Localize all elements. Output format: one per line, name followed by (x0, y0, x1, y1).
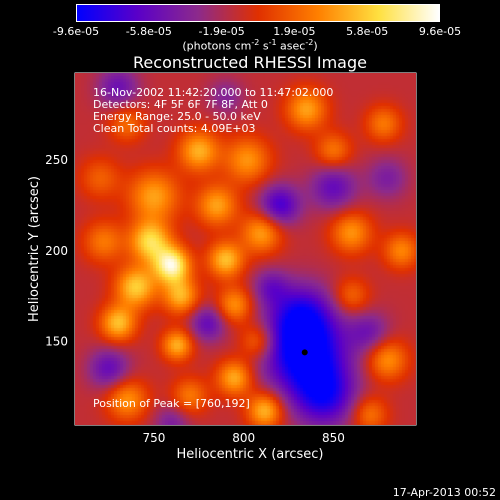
heatmap-image (75, 73, 416, 425)
x-tick-label: 850 (322, 431, 345, 445)
units-exp: -2 (251, 38, 260, 47)
units-exp: -1 (268, 38, 277, 47)
x-tick-label: 800 (232, 431, 255, 445)
colorbar-tick-label: -9.6e-05 (52, 25, 100, 38)
colorbar-units: (photons cm-2 s-1 asec-2) (182, 38, 317, 53)
y-tick-label: 150 (45, 335, 68, 349)
colorbar-tick-label: 5.8e-05 (346, 25, 389, 38)
info-peak-position: Position of Peak = [760,192] (93, 397, 250, 410)
footer-timestamp: 17-Apr-2013 00:52 (392, 486, 496, 499)
y-tick-label: 250 (45, 153, 68, 167)
colorbar-tick-label: -1.9e-05 (198, 25, 245, 38)
x-axis-label: Heliocentric X (arcsec) (177, 447, 324, 462)
info-energy-range: Energy Range: 25.0 - 50.0 keV (93, 110, 261, 123)
units-part: ) (313, 39, 318, 53)
colorbar-tick-label: 1.9e-05 (273, 25, 316, 38)
units-part: s (259, 39, 269, 53)
colorbar (76, 4, 440, 22)
x-tick-label: 750 (143, 431, 166, 445)
info-detectors: Detectors: 4F 5F 6F 7F 8F, Att 0 (93, 98, 268, 111)
info-time-range: 16-Nov-2002 11:42:20.000 to 11:47:02.000 (93, 86, 334, 99)
info-clean-counts: Clean Total counts: 4.09E+03 (93, 122, 256, 135)
units-part: (photons cm (182, 39, 252, 53)
units-part: asec (276, 39, 306, 53)
units-exp: -2 (305, 38, 314, 47)
chart-title: Reconstructed RHESSI Image (133, 53, 367, 72)
colorbar-tick-label: 9.6e-05 (418, 25, 462, 38)
y-axis-label: Heliocentric Y (arcsec) (27, 176, 42, 322)
colorbar-tick-label: -5.8e-05 (125, 25, 172, 38)
y-tick-label: 200 (45, 244, 68, 258)
